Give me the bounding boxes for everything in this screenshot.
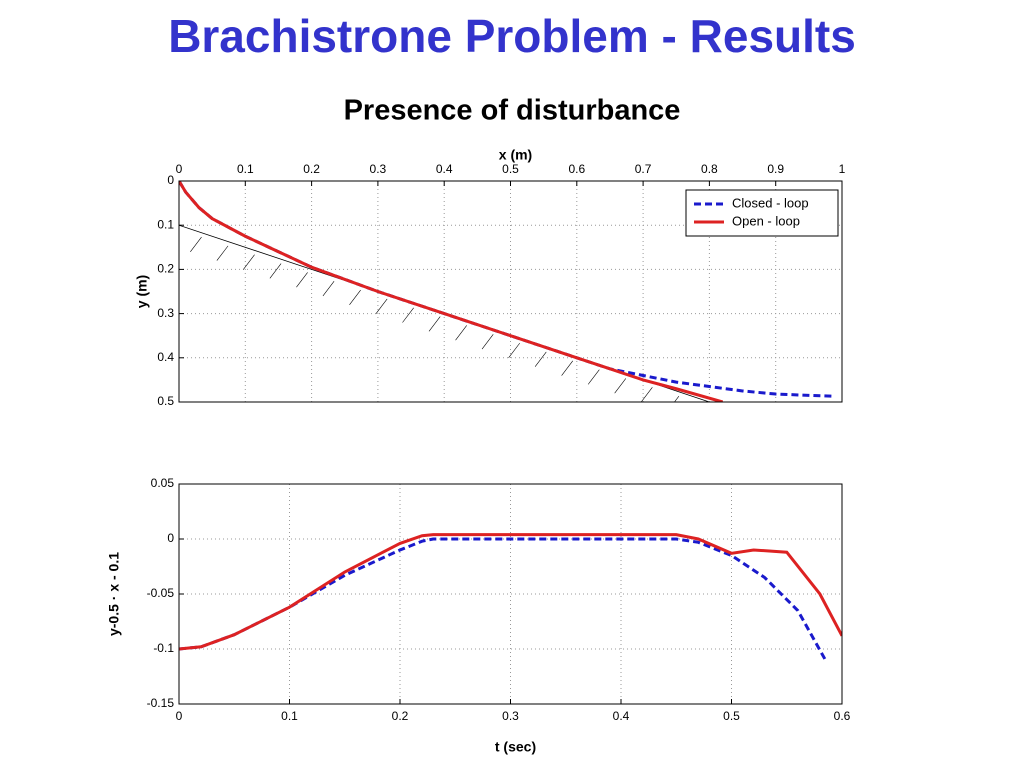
hatch (269, 263, 282, 279)
hatch (216, 245, 229, 261)
hatch (694, 405, 705, 420)
legend-label: Closed - loop (732, 195, 809, 210)
hatch (508, 342, 520, 359)
series-line (179, 533, 842, 651)
y-tick-label: -0.15 (147, 696, 175, 710)
plot-frame (178, 483, 843, 705)
hatch (481, 334, 494, 350)
x-tick-label: 0.5 (723, 709, 740, 723)
x-tick-label: 0.4 (613, 709, 630, 723)
legend-box (685, 189, 839, 237)
x-tick-label: 0.1 (281, 709, 298, 723)
y-tick-label: 0.3 (157, 306, 174, 320)
slide-title: Brachistrone Problem - Results (168, 10, 856, 62)
x-tick-label: 0.9 (767, 162, 784, 176)
x-axis-label: t (sec) (495, 739, 536, 755)
x-tick-label: 0.2 (303, 162, 320, 176)
x-tick-label: 0.4 (436, 162, 453, 176)
hatch (614, 378, 627, 394)
hatch (349, 289, 361, 305)
x-tick-label: 0.1 (237, 162, 254, 176)
hatch (640, 387, 653, 402)
y-tick-label: 0 (167, 531, 174, 545)
y-axis-label: y-0.5 · x - 0.1 (106, 552, 122, 636)
y-tick-label: -0.05 (147, 586, 175, 600)
x-tick-label: 0.6 (834, 709, 851, 723)
x-tick-label: 0.6 (568, 162, 585, 176)
x-tick-label: 0.5 (502, 162, 519, 176)
x-axis-label: x (m) (499, 147, 532, 163)
hatch (243, 254, 255, 270)
hatch (402, 307, 414, 323)
hatch (587, 369, 600, 385)
x-tick-label: 0.3 (502, 709, 519, 723)
hatch (428, 316, 441, 332)
x-tick-label: 0 (176, 709, 183, 723)
y-tick-label: 0.5 (157, 394, 174, 408)
hatch (190, 236, 202, 252)
hatch (534, 351, 547, 367)
hatch (296, 272, 308, 288)
y-tick-label: 0.2 (157, 262, 174, 276)
x-tick-label: 0.7 (635, 162, 652, 176)
hatching (190, 236, 705, 420)
slide-subtitle: Presence of disturbance (344, 95, 681, 127)
x-tick-label: 0 (176, 162, 183, 176)
y-tick-label: 0.1 (157, 217, 174, 231)
hatch (322, 281, 335, 297)
y-tick-label: 0 (167, 173, 174, 187)
plot-frame (178, 180, 843, 403)
x-tick-label: 0.3 (370, 162, 387, 176)
x-tick-label: 0.2 (392, 709, 409, 723)
x-tick-label: 0.8 (701, 162, 718, 176)
hatch (455, 325, 467, 341)
legend-label: Open - loop (732, 213, 800, 228)
y-tick-label: -0.1 (153, 641, 174, 655)
x-tick-label: 1 (839, 162, 846, 176)
y-tick-label: 0.05 (151, 476, 175, 490)
hatch (375, 298, 388, 314)
y-axis-label: y (m) (134, 275, 150, 308)
series-line (179, 181, 724, 402)
y-tick-label: 0.4 (157, 350, 174, 364)
hatch (561, 360, 574, 376)
hatch (674, 395, 680, 402)
